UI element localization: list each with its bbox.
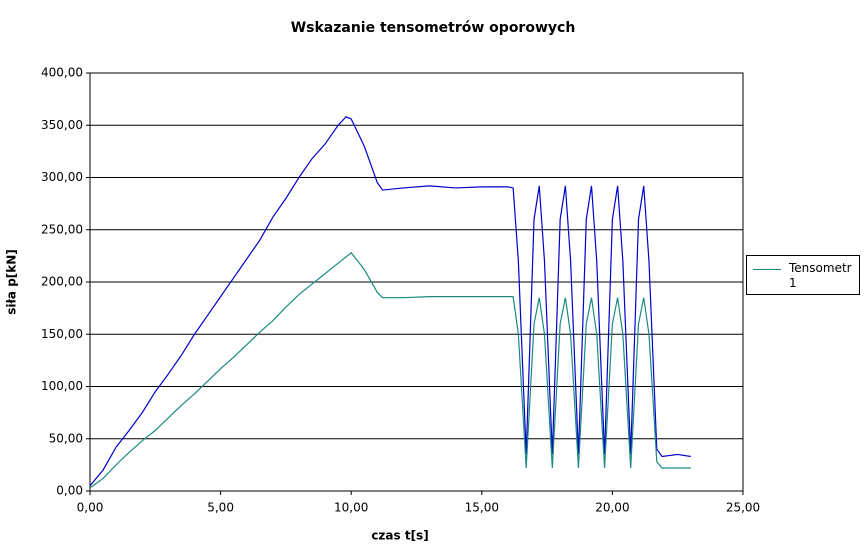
x-tick-label: 5,00 [207, 501, 234, 515]
x-tick-label: 10,00 [334, 501, 368, 515]
y-tick-label: 0,00 [56, 484, 83, 498]
chart-title: Wskazanie tensometrów oporowych [291, 20, 576, 36]
x-tick-label: 25,00 [726, 501, 760, 515]
y-tick-label: 350,00 [41, 118, 83, 132]
legend-swatch [753, 269, 781, 270]
y-tick-label: 150,00 [41, 327, 83, 341]
y-tick-label: 400,00 [41, 66, 83, 80]
y-axis-title: siła p[kN] [5, 249, 19, 315]
x-tick-label: 20,00 [595, 501, 629, 515]
plot-border [89, 72, 744, 492]
y-tick-label: 300,00 [41, 170, 83, 184]
x-axis-title: czas t[s] [371, 529, 428, 543]
x-tick-label: 0,00 [77, 501, 104, 515]
y-tick-label: 50,00 [49, 431, 83, 445]
x-tick-label: 15,00 [465, 501, 499, 515]
legend-label: Tensometr 1 [789, 261, 852, 290]
y-tick-label: 250,00 [41, 222, 83, 236]
series-line [89, 116, 691, 487]
series-line [89, 251, 691, 489]
y-tick-label: 100,00 [41, 379, 83, 393]
y-tick-label: 200,00 [41, 275, 83, 289]
legend: Tensometr 1 [746, 255, 860, 295]
